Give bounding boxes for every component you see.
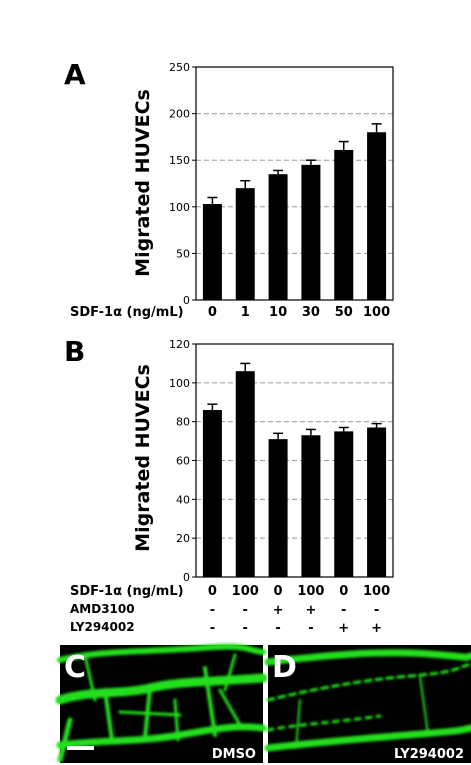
panel-a-y-axis-label: Migrated HUVECs [132,89,154,277]
bar [367,427,387,577]
bar [202,410,222,577]
x-category-label: 100 [232,584,259,599]
plot-frame [195,343,394,578]
ly294002-sign: - [308,621,313,636]
bar [268,439,288,577]
bar [301,435,321,577]
y-tick-label: 100 [169,201,190,214]
scale-bar [67,746,94,750]
panel-a-row-label-sdf: SDF-1α (ng/mL) [70,305,184,320]
bar [202,204,222,300]
panel-c-letter: C [64,650,86,685]
amd3100-sign: - [210,603,215,618]
amd3100-sign: - [243,603,248,618]
y-tick-label: 20 [176,532,190,545]
x-category-label: 0 [339,584,348,599]
ly294002-sign: - [210,621,215,636]
ly294002-sign: - [243,621,248,636]
amd3100-sign: + [273,603,284,618]
y-tick-label: 200 [169,108,190,121]
y-tick-label: 100 [169,377,190,390]
panel-c-label: DMSO [212,747,256,762]
amd3100-sign: + [305,603,316,618]
panel-d-letter: D [272,650,297,685]
panel-a-chart: A Migrated HUVECs 0 50 100 150 200 250 0 1 10 30… [64,58,394,320]
bar [235,188,255,300]
panel-b-y-axis-label: Migrated HUVECs [132,364,154,552]
bar [268,174,288,300]
ly294002-sign: - [275,621,280,636]
x-category-label: 30 [302,305,320,320]
panel-a-letter: A [64,58,86,91]
x-category-label: 100 [363,305,390,320]
y-tick-label: 0 [183,571,190,584]
y-tick-label: 80 [176,416,190,429]
x-category-label: 50 [335,305,353,320]
bar [334,431,354,577]
panel-b-row-label-sdf: SDF-1α (ng/mL) [70,584,184,599]
bar [301,164,321,300]
y-tick-label: 150 [169,154,190,167]
y-tick-label: 250 [169,61,190,74]
panel-c-image: C DMSO [55,643,268,763]
panel-b-chart: B Migrated HUVECs 0 20 40 60 80 100 120 0 - - 100… [64,335,394,636]
amd3100-sign: - [341,603,346,618]
panel-b-row-label-ly294002: LY294002 [70,620,135,634]
x-category-label: 0 [274,584,283,599]
x-category-label: 100 [297,584,324,599]
y-tick-label: 40 [176,493,190,506]
y-tick-label: 120 [169,338,190,351]
x-category-label: 10 [269,305,287,320]
panel-d-image: D LY294002 [264,645,471,763]
panel-b-row-label-amd3100: AMD3100 [70,602,135,616]
ly294002-sign: + [338,621,349,636]
panel-d-label: LY294002 [394,747,464,762]
ly294002-sign: + [371,621,382,636]
y-tick-label: 0 [183,294,190,307]
y-tick-label: 50 [176,247,190,260]
x-category-label: 100 [363,584,390,599]
panel-b-letter: B [64,335,85,368]
bar [235,371,255,577]
plot-frame [195,66,394,301]
x-category-label: 0 [208,584,217,599]
amd3100-sign: - [374,603,379,618]
x-category-label: 1 [241,305,250,320]
x-category-label: 0 [208,305,217,320]
y-tick-label: 60 [176,455,190,468]
bar [367,132,387,300]
bar [334,149,354,300]
